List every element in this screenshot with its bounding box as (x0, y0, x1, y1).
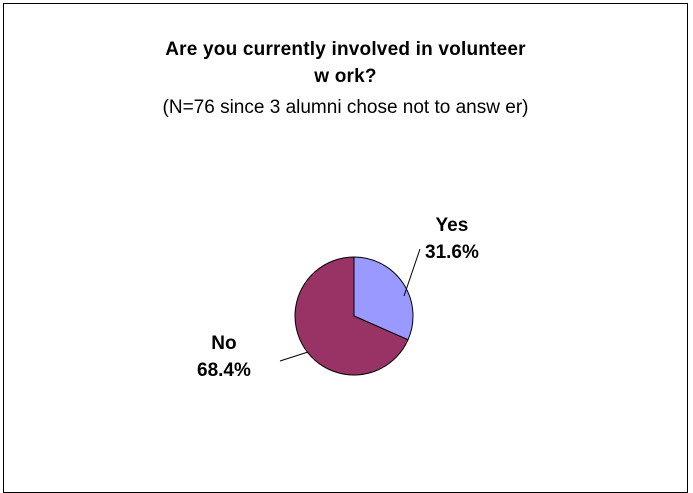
data-label-no-name: No (211, 333, 237, 354)
data-label-no-value: 68.4% (197, 360, 251, 381)
chart-title: Are you currently involved in volunteer … (4, 36, 687, 90)
chart-subtitle: (N=76 since 3 alumni chose not to answ e… (162, 97, 529, 118)
leader-line-no (279, 351, 309, 362)
pie-slice-yes (353, 256, 414, 341)
data-label-no: No 68.4% (197, 330, 251, 384)
leader-line-yes (403, 248, 421, 297)
data-label-yes-name: Yes (435, 215, 469, 236)
pie-chart (279, 248, 421, 376)
pie-slice-no (294, 256, 409, 376)
data-label-yes-value: 31.6% (425, 242, 479, 263)
chart-title-line-1: Are you currently involved in volunteer (165, 39, 526, 60)
chart-area: Are you currently involved in volunteer … (3, 3, 688, 493)
chart-title-line-2: w ork? (314, 66, 377, 87)
data-label-yes: Yes 31.6% (425, 212, 479, 266)
